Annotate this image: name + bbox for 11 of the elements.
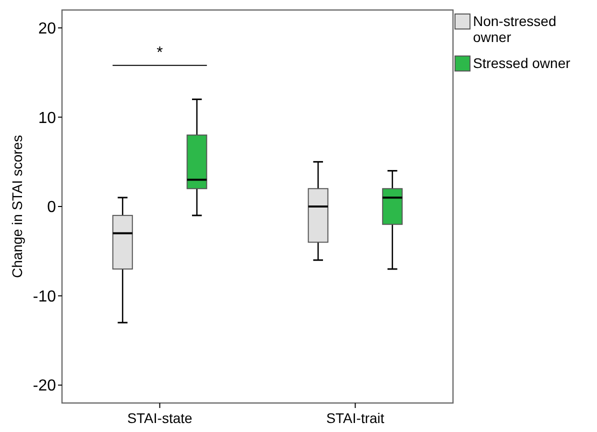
y-tick-label: -20 <box>32 378 56 395</box>
y-tick-label: 10 <box>38 110 56 127</box>
annotation: * <box>156 44 163 62</box>
y-tick-label: 20 <box>38 20 56 38</box>
x-tick-label: STAI-state <box>127 410 193 426</box>
x-tick-label: STAI-trait <box>326 410 384 426</box>
legend-label: Stressed owner <box>473 55 571 71</box>
y-axis-title: Change in STAI scores <box>9 135 25 278</box>
y-tick-label: 0 <box>47 199 56 216</box>
y-tick-label: -10 <box>32 288 56 306</box>
legend-label: Non-stressed owner <box>473 13 556 45</box>
